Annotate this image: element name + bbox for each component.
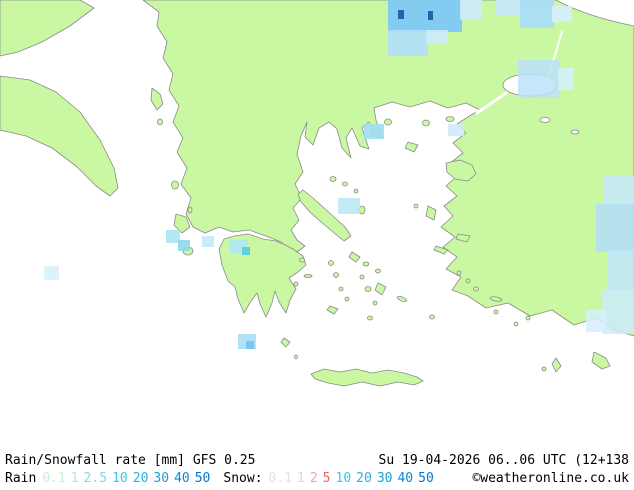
island-karpathos <box>551 357 562 373</box>
precip-cell <box>520 0 554 28</box>
map-area <box>0 0 634 387</box>
precip-cell <box>448 124 464 136</box>
land-calabria <box>0 0 95 57</box>
land-euboea <box>297 189 352 242</box>
lake-iznik <box>539 117 551 123</box>
precip-cell <box>496 0 522 16</box>
precip-cell <box>166 230 180 243</box>
snow-level: 10 <box>335 471 352 486</box>
island-corfu <box>150 87 164 111</box>
footer-title-row: Rain/Snowfall rate [mm] GFS 0.25 Su 19-0… <box>5 452 629 470</box>
rain-level: 1 <box>70 471 79 486</box>
precip-cell <box>398 10 404 19</box>
large-islands <box>150 87 611 373</box>
precip-cell <box>558 68 574 90</box>
rain-level: 0.1 <box>42 471 66 486</box>
precip-cell <box>518 60 560 98</box>
rain-level: 20 <box>132 471 149 486</box>
island-lesbos <box>445 159 477 182</box>
land-italy <box>0 0 119 197</box>
precip-cell <box>586 310 606 332</box>
precip-cell <box>388 30 428 56</box>
island-kefalonia <box>173 213 191 234</box>
precip-cell <box>604 176 634 206</box>
snow-legend-label: Snow: <box>223 471 263 486</box>
snow-level: 50 <box>418 471 434 486</box>
map-run-info: Su 19-04-2026 06..06 UTC (12+138 <box>378 453 629 468</box>
island-rhodes <box>591 351 611 370</box>
precip-cell <box>428 11 433 20</box>
island-andros <box>348 251 361 263</box>
precip-cell <box>552 6 572 22</box>
rain-level: 2.5 <box>83 471 108 486</box>
rain-legend: 0.1 1 2.5 10 20 30 40 50 <box>42 470 215 488</box>
precip-cell <box>364 124 384 139</box>
island-milos <box>326 305 339 315</box>
land-apulia-heel <box>0 75 119 197</box>
rain-level: 10 <box>112 471 128 486</box>
land-crete <box>310 368 424 387</box>
rain-legend-label: Rain <box>5 471 37 486</box>
rain-level: 50 <box>194 471 211 486</box>
weather-map <box>0 0 634 387</box>
map-title: Rain/Snowfall rate [mm] GFS 0.25 <box>5 453 256 468</box>
island-chios <box>425 205 437 221</box>
snow-level: 5 <box>322 471 331 486</box>
island-limnos <box>404 141 419 153</box>
island-samos <box>455 233 471 243</box>
map-footer: Rain/Snowfall rate [mm] GFS 0.25 Su 19-0… <box>0 450 634 490</box>
precip-cell <box>596 204 634 252</box>
island-kythira <box>280 337 291 348</box>
island-ikaria <box>433 245 449 255</box>
precip-cell <box>44 266 59 280</box>
dardanelles-strait <box>475 91 508 115</box>
snow-level: 40 <box>397 471 414 486</box>
snow-level: 1 <box>297 471 305 486</box>
precip-cell <box>460 0 482 20</box>
snow-level: 30 <box>376 471 393 486</box>
precip-cell <box>608 250 634 292</box>
small-islands <box>157 116 547 372</box>
precip-cell <box>338 198 360 214</box>
snow-legend: 0.1 1 2 5 10 20 30 40 50 <box>269 470 439 488</box>
rain-level: 40 <box>174 471 190 486</box>
precip-cell <box>602 290 634 334</box>
copyright: ©weatheronline.co.uk <box>472 471 629 486</box>
snow-level: 2 <box>309 471 318 486</box>
land-peloponnese <box>218 233 307 318</box>
rain-level: 30 <box>153 471 170 486</box>
precip-cell <box>246 341 254 349</box>
precip-cell <box>242 247 250 255</box>
lake-anatolia <box>570 129 580 135</box>
precip-cell <box>202 236 214 247</box>
precipitation-layer <box>44 0 634 349</box>
snow-level: 20 <box>356 471 372 486</box>
snow-level: 0.1 <box>268 471 293 486</box>
precip-cell <box>178 240 190 251</box>
footer-legend-row: Rain 0.1 1 2.5 10 20 30 40 50 Snow: 0.1 1 2 5 10 20 3… <box>5 470 629 488</box>
island-naxos <box>374 282 387 296</box>
precip-cell <box>426 30 448 44</box>
